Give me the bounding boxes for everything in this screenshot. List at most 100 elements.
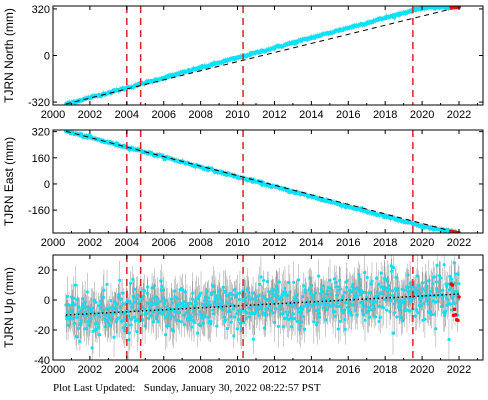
data-point xyxy=(332,277,336,281)
data-point xyxy=(390,269,394,273)
data-point xyxy=(394,275,398,279)
x-tick-label: 2018 xyxy=(373,237,397,249)
data-point xyxy=(229,314,233,319)
data-point xyxy=(390,289,394,293)
footer-label: Plot Last Updated: xyxy=(53,382,136,394)
data-point xyxy=(439,276,443,280)
data-point xyxy=(317,274,321,278)
data-point xyxy=(391,265,396,270)
data-point xyxy=(182,323,187,327)
x-tick-label: 2022 xyxy=(447,237,471,249)
data-point xyxy=(199,291,203,295)
data-point xyxy=(343,327,347,331)
data-point xyxy=(358,277,362,281)
data-point xyxy=(336,327,340,331)
data-point xyxy=(289,325,294,329)
data-point xyxy=(118,278,122,283)
data-point xyxy=(69,315,73,319)
data-point xyxy=(349,310,353,314)
data-point xyxy=(146,316,151,320)
data-point xyxy=(303,327,307,331)
data-point xyxy=(244,317,248,321)
data-point xyxy=(341,311,346,315)
data-point xyxy=(437,274,441,278)
y-tick-label: 0 xyxy=(44,295,50,307)
data-point xyxy=(261,278,266,283)
data-point xyxy=(143,289,147,293)
data-point xyxy=(317,315,322,319)
data-point xyxy=(158,307,162,311)
x-tick-label: 2000 xyxy=(41,364,65,376)
data-point xyxy=(160,312,164,316)
data-point xyxy=(103,325,107,329)
data-point xyxy=(126,310,130,314)
data-point xyxy=(238,291,242,295)
x-tick-label: 2002 xyxy=(78,109,102,121)
data-point xyxy=(435,263,439,267)
plot-area xyxy=(64,130,461,233)
data-point xyxy=(292,280,296,285)
x-tick-label: 2004 xyxy=(115,237,139,249)
data-point xyxy=(405,285,410,290)
data-point xyxy=(231,307,235,311)
data-point xyxy=(108,306,112,310)
data-point xyxy=(286,303,290,307)
data-point xyxy=(169,314,173,318)
data-point xyxy=(164,333,168,337)
y-tick-label: 0 xyxy=(44,179,50,191)
data-point xyxy=(185,304,189,308)
data-point xyxy=(237,297,242,302)
data-point xyxy=(405,308,409,312)
data-point xyxy=(181,300,186,304)
x-tick-label: 2014 xyxy=(299,237,323,249)
data-point xyxy=(348,290,353,294)
x-tick-label: 2010 xyxy=(225,364,249,376)
data-point xyxy=(335,300,340,305)
x-tick-label: 2016 xyxy=(336,109,360,121)
data-point xyxy=(448,302,452,306)
data-point xyxy=(391,331,395,335)
data-point xyxy=(66,323,70,328)
data-point xyxy=(368,299,372,303)
x-tick-label: 2020 xyxy=(410,364,434,376)
plot-area xyxy=(64,6,461,105)
data-point xyxy=(190,297,194,301)
data-point xyxy=(170,297,174,301)
data-point xyxy=(277,280,281,284)
x-tick-label: 2008 xyxy=(188,364,212,376)
data-point xyxy=(381,306,385,310)
data-point xyxy=(246,294,250,298)
data-point xyxy=(333,314,337,318)
data-point xyxy=(443,309,448,313)
data-point xyxy=(393,310,397,315)
data-point xyxy=(146,285,150,289)
data-point xyxy=(189,301,193,306)
x-tick-label: 2022 xyxy=(447,364,471,376)
data-point xyxy=(410,297,414,301)
data-point xyxy=(124,323,128,327)
data-point xyxy=(457,282,461,286)
x-tick-label: 2006 xyxy=(151,364,175,376)
x-tick-label: 2006 xyxy=(151,237,175,249)
data-point xyxy=(251,337,256,341)
data-point xyxy=(173,289,177,293)
data-point xyxy=(121,291,125,295)
data-point xyxy=(423,317,427,321)
data-point xyxy=(75,335,79,339)
x-tick-label: 2002 xyxy=(78,364,102,376)
data-point xyxy=(251,291,255,295)
data-point xyxy=(387,287,391,292)
data-point xyxy=(396,286,400,291)
data-point xyxy=(214,294,218,298)
data-point xyxy=(352,286,357,291)
data-point xyxy=(141,318,145,322)
data-point xyxy=(385,308,389,312)
data-point xyxy=(254,295,258,299)
x-tick-label: 2002 xyxy=(78,237,102,249)
data-point xyxy=(190,325,194,329)
panel-frame xyxy=(52,129,484,234)
data-point xyxy=(234,295,239,299)
data-point xyxy=(224,318,228,322)
data-point xyxy=(132,315,136,319)
data-point xyxy=(446,282,450,286)
